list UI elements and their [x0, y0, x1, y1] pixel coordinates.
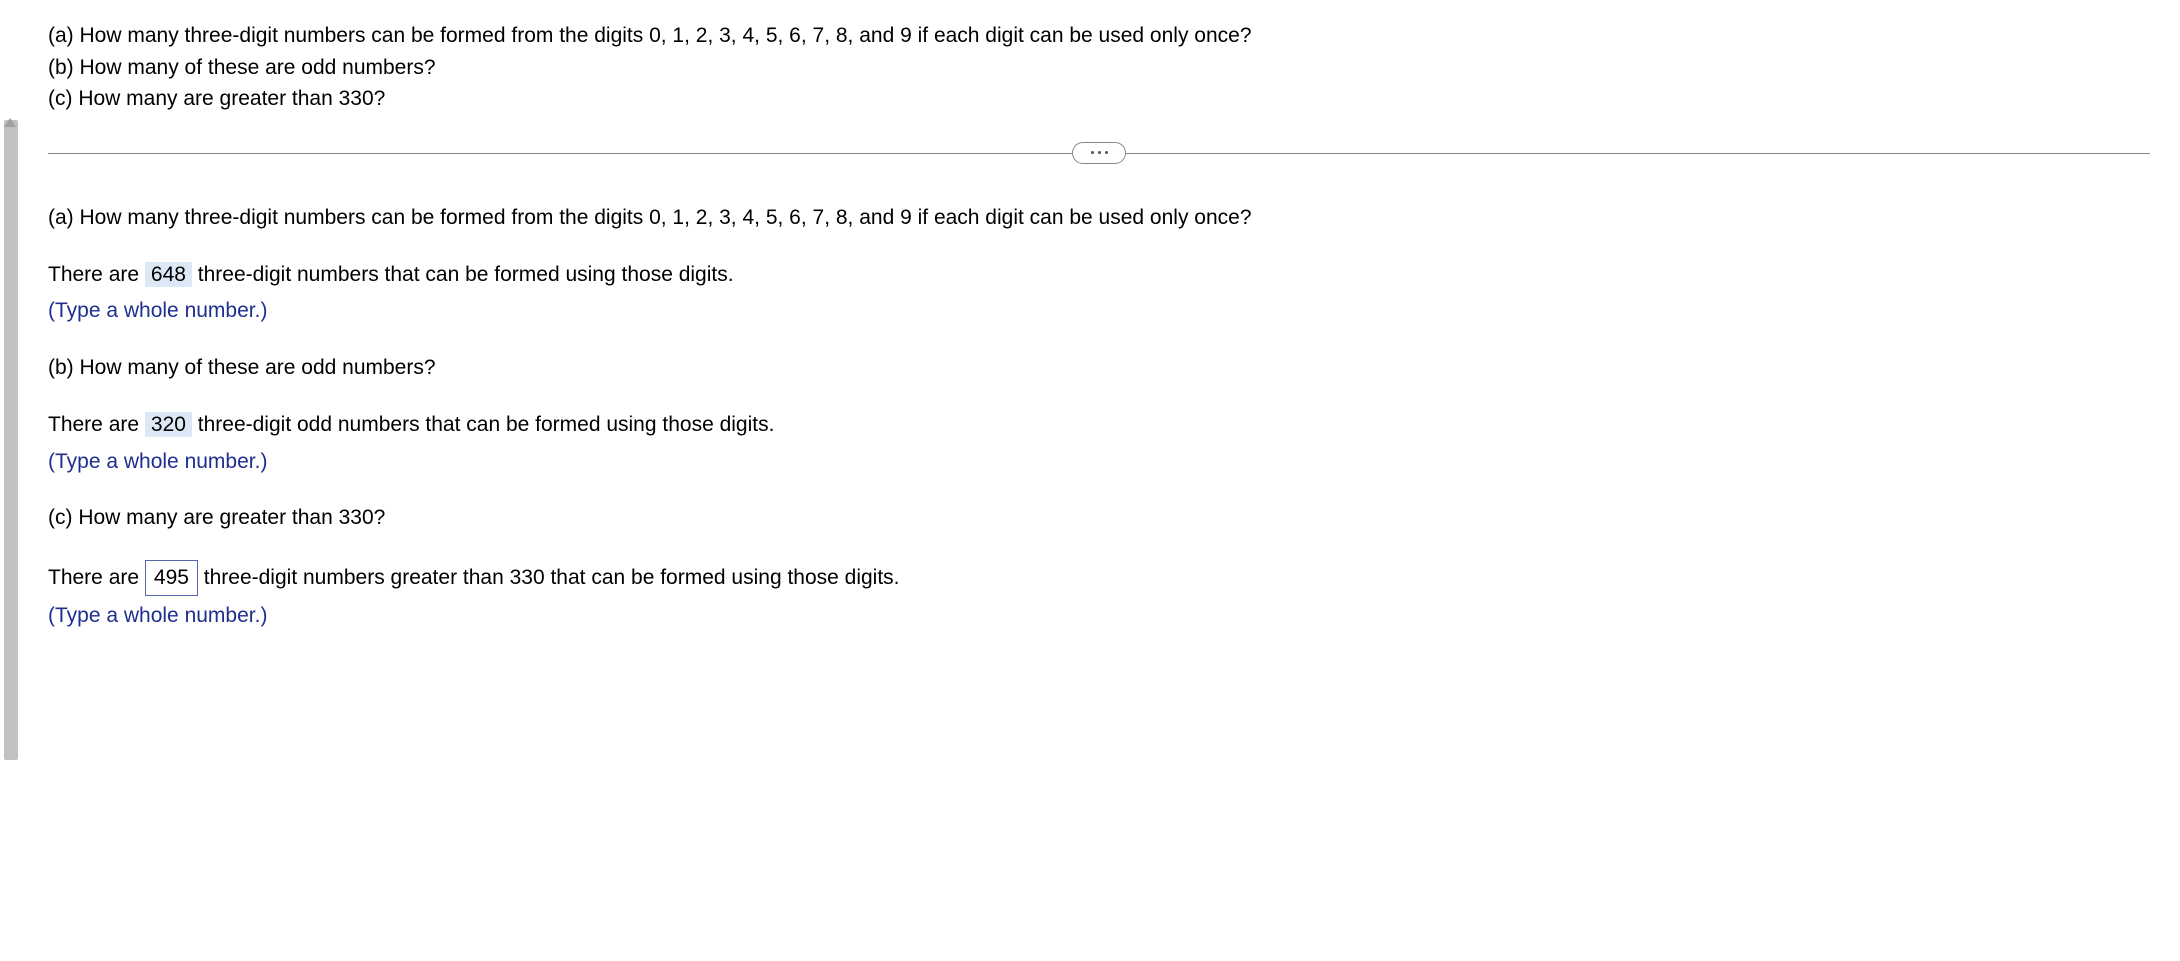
part-a-answer-value: 648	[145, 262, 192, 287]
header-line-b: (b) How many of these are odd numbers?	[48, 52, 2150, 84]
dots-icon	[1105, 151, 1108, 154]
dots-icon	[1098, 151, 1101, 154]
answer-post-text: three-digit numbers greater than 330 tha…	[198, 566, 900, 589]
answer-pre-text: There are	[48, 566, 145, 589]
scroll-arrow-up-icon[interactable]	[4, 118, 16, 127]
header-line-c: (c) How many are greater than 330?	[48, 83, 2150, 115]
ellipsis-button[interactable]	[1072, 142, 1126, 164]
scrollbar-thumb[interactable]	[4, 120, 18, 760]
part-a-instruction: (Type a whole number.)	[48, 295, 2150, 327]
part-b-answer-value: 320	[145, 412, 192, 437]
answer-post-text: three-digit odd numbers that can be form…	[192, 413, 775, 436]
answer-post-text: three-digit numbers that can be formed u…	[192, 263, 734, 286]
part-c-question: (c) How many are greater than 330?	[48, 503, 2150, 533]
answer-pre-text: There are	[48, 263, 145, 286]
part-c-instruction: (Type a whole number.)	[48, 600, 2150, 632]
section-divider	[48, 139, 2150, 167]
part-a-question: (a) How many three-digit numbers can be …	[48, 203, 2150, 233]
part-c-answer-input[interactable]: 495	[145, 560, 198, 597]
answer-pre-text: There are	[48, 413, 145, 436]
header-line-a: (a) How many three-digit numbers can be …	[48, 20, 2150, 52]
part-c-answer-line: There are 495 three-digit numbers greate…	[48, 560, 2150, 597]
question-content: (a) How many three-digit numbers can be …	[20, 0, 2180, 760]
dots-icon	[1091, 151, 1094, 154]
question-header: (a) How many three-digit numbers can be …	[48, 20, 2150, 115]
part-b-instruction: (Type a whole number.)	[48, 446, 2150, 478]
part-b-answer-line: There are 320 three-digit odd numbers th…	[48, 409, 2150, 442]
part-b-question: (b) How many of these are odd numbers?	[48, 353, 2150, 383]
scrollbar-gutter	[0, 0, 20, 760]
part-a-answer-line: There are 648 three-digit numbers that c…	[48, 259, 2150, 292]
